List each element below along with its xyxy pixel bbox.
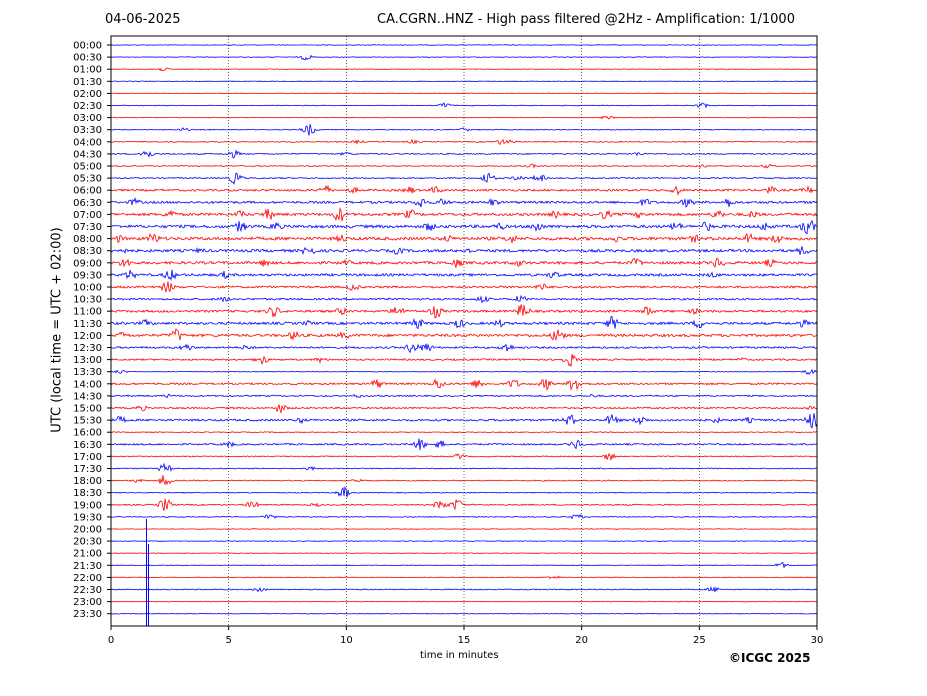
y-tick-label: 16:00 xyxy=(73,428,102,439)
trace-1100 xyxy=(110,304,818,319)
trace-2130 xyxy=(110,562,818,568)
x-axis-label: time in minutes xyxy=(420,650,499,661)
y-tick-label: 13:00 xyxy=(73,355,102,366)
y-tick-label: 16:30 xyxy=(73,440,102,451)
y-tick-label: 19:00 xyxy=(73,500,102,511)
x-tick-label: 30 xyxy=(811,635,824,646)
y-tick-label: 14:00 xyxy=(73,379,102,390)
trace-0800 xyxy=(110,233,818,244)
date-label: 04-06-2025 xyxy=(105,12,181,27)
y-tick-label: 04:30 xyxy=(73,149,102,160)
y-tick-label: 08:30 xyxy=(73,246,102,257)
x-tick-label: 20 xyxy=(575,635,588,646)
y-tick-label: 05:00 xyxy=(73,162,102,173)
trace-1630 xyxy=(110,438,818,451)
y-tick-label: 20:00 xyxy=(73,525,102,536)
y-tick-label: 11:00 xyxy=(73,307,102,318)
y-tick-label: 00:30 xyxy=(73,53,102,64)
trace-0830 xyxy=(110,246,818,256)
trace-2230 xyxy=(110,585,818,593)
trace-1330 xyxy=(110,368,818,375)
y-tick-label: 17:30 xyxy=(73,464,102,475)
y-tick-label: 23:30 xyxy=(73,609,102,620)
y-tick-label: 03:30 xyxy=(73,125,102,136)
x-tick-label: 5 xyxy=(225,635,231,646)
y-tick-label: 03:00 xyxy=(73,113,102,124)
copyright-label: ©ICGC 2025 xyxy=(729,651,811,665)
chart-title: CA.CGRN..HNZ - High pass filtered @2Hz -… xyxy=(377,12,795,27)
y-tick-label: 07:30 xyxy=(73,222,102,233)
y-tick-label: 13:30 xyxy=(73,367,102,378)
trace-1430 xyxy=(110,393,818,399)
x-tick-label: 0 xyxy=(108,635,114,646)
trace-1000 xyxy=(110,281,818,293)
y-tick-label: 12:00 xyxy=(73,331,102,342)
y-tick-label: 01:00 xyxy=(73,65,102,76)
y-tick-label: 18:30 xyxy=(73,488,102,499)
x-tick-label: 10 xyxy=(340,635,353,646)
y-tick-label: 04:00 xyxy=(73,137,102,148)
y-tick-label: 09:30 xyxy=(73,270,102,281)
y-tick-label: 08:00 xyxy=(73,234,102,245)
y-tick-label: 02:00 xyxy=(73,89,102,100)
y-axis-ticks: 00:0000:3001:0001:3002:0002:3003:0003:30… xyxy=(73,41,111,620)
y-tick-label: 06:00 xyxy=(73,186,102,197)
y-tick-label: 19:30 xyxy=(73,512,102,523)
trace-0900 xyxy=(110,257,818,268)
trace-2100 xyxy=(111,552,817,554)
y-tick-label: 21:00 xyxy=(73,549,102,560)
y-tick-label: 00:00 xyxy=(73,41,102,52)
x-axis-ticks: 0 5 10 15 20 25 30 xyxy=(108,626,824,646)
y-tick-label: 07:00 xyxy=(73,210,102,221)
y-tick-label: 15:30 xyxy=(73,416,102,427)
x-tick-label: 25 xyxy=(693,635,706,646)
y-tick-label: 23:00 xyxy=(73,597,102,608)
trace-2200 xyxy=(110,575,818,580)
trace-0930 xyxy=(110,269,818,282)
y-tick-label: 09:00 xyxy=(73,258,102,269)
trace-1730 xyxy=(111,462,818,472)
trace-2300 xyxy=(110,600,818,603)
trace-1800 xyxy=(110,475,818,486)
y-tick-label: 15:00 xyxy=(73,404,102,415)
y-axis-label: UTC (local time = UTC + 02:00) xyxy=(49,227,65,433)
y-tick-label: 06:30 xyxy=(73,198,102,209)
y-tick-label: 18:00 xyxy=(73,476,102,487)
y-tick-label: 12:30 xyxy=(73,343,102,354)
trace-1200 xyxy=(110,327,818,341)
trace-1030 xyxy=(110,294,818,304)
x-tick-label: 15 xyxy=(458,635,471,646)
y-tick-label: 22:30 xyxy=(73,585,102,596)
trace-0630 xyxy=(110,196,818,208)
trace-0400 xyxy=(110,138,818,146)
y-tick-label: 02:30 xyxy=(73,101,102,112)
y-tick-label: 11:30 xyxy=(73,319,102,330)
y-tick-label: 20:30 xyxy=(73,537,102,548)
y-tick-label: 10:30 xyxy=(73,295,102,306)
y-tick-label: 05:30 xyxy=(73,174,102,185)
y-tick-label: 21:30 xyxy=(73,561,102,572)
vertical-grid xyxy=(228,36,700,626)
y-tick-label: 14:30 xyxy=(73,391,102,402)
y-tick-label: 10:00 xyxy=(73,283,102,294)
trace-2330 xyxy=(110,612,818,615)
trace-0600 xyxy=(110,184,818,196)
spike-group xyxy=(145,519,149,626)
y-tick-label: 22:00 xyxy=(73,573,102,584)
y-tick-label: 17:00 xyxy=(73,452,102,463)
trace-1130 xyxy=(110,316,818,330)
y-tick-label: 01:30 xyxy=(73,77,102,88)
